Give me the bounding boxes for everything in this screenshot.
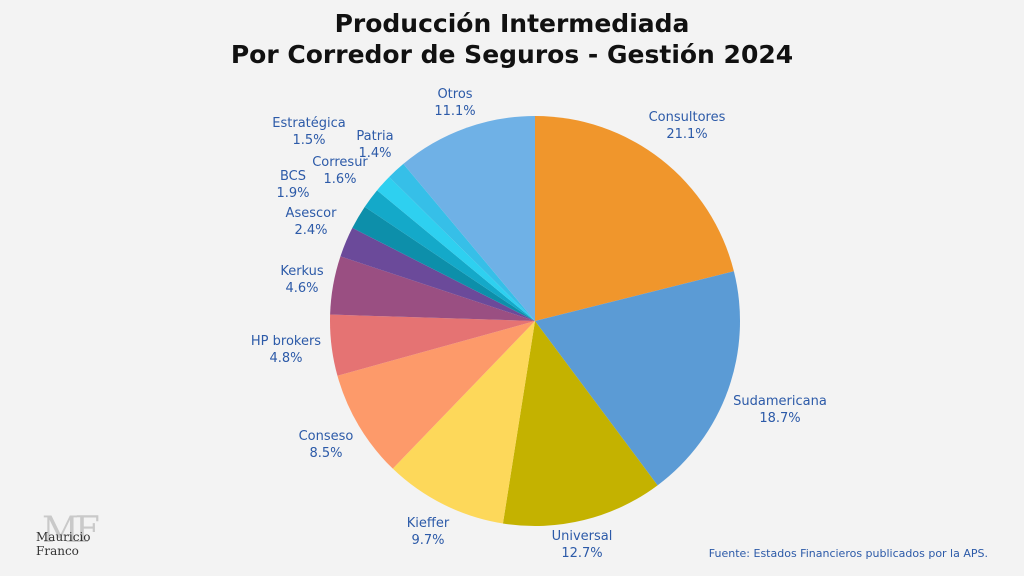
slice-label-percent: 8.5%: [309, 446, 342, 461]
slice-label-percent: 1.6%: [323, 172, 356, 187]
slice-label: BCS 1.9%: [276, 169, 309, 201]
slice-label: Asescor 2.4%: [286, 206, 338, 238]
slice-label-name: Kieffer: [407, 516, 450, 531]
slice-label: Universal 12.7%: [552, 529, 613, 561]
slice-label-name: BCS: [280, 169, 306, 184]
slice-label-percent: 12.7%: [561, 546, 602, 561]
slice-label-name: Patria: [356, 129, 393, 144]
pie-slice-estrat-gica: [389, 163, 535, 321]
slice-label: Patria 1.4%: [356, 129, 393, 161]
slice-label-percent: 2.4%: [294, 223, 327, 238]
source-note: Fuente: Estados Financieros publicados p…: [708, 547, 988, 560]
slice-label-name: Otros: [437, 87, 472, 102]
pie-slice-patria: [377, 176, 535, 321]
pie-slice-universal: [502, 321, 658, 527]
slice-label-percent: 1.4%: [358, 146, 391, 161]
slice-label-name: Consultores: [649, 110, 726, 125]
pie-slice-hp-brokers: [329, 314, 535, 376]
slice-label-percent: 4.6%: [285, 281, 318, 296]
pie-slice-bcs: [352, 206, 535, 321]
slice-label-name: Corresur: [312, 155, 368, 170]
title-line-2: Por Corredor de Seguros - Gestión 2024: [230, 40, 794, 69]
slice-label-percent: 4.8%: [269, 351, 302, 366]
slice-label-percent: 18.7%: [759, 411, 800, 426]
slice-label-name: Asescor: [286, 206, 338, 221]
slice-label-percent: 1.9%: [276, 186, 309, 201]
pie-slice-otros: [403, 116, 535, 321]
pie-slice-corresur: [364, 190, 535, 321]
pie-slice-asescor: [340, 227, 535, 321]
pie-slice-kieffer: [392, 321, 535, 524]
slice-label: HP brokers 4.8%: [251, 334, 321, 366]
slice-label: Kieffer 9.7%: [407, 516, 450, 548]
slice-label: Conseso 8.5%: [299, 429, 354, 461]
watermark-name: Mauricio Franco: [36, 530, 91, 558]
slice-label-name: Sudamericana: [733, 394, 827, 409]
slice-label-percent: 9.7%: [411, 533, 444, 548]
slice-label: Corresur 1.6%: [312, 155, 368, 187]
slice-label-name: Conseso: [299, 429, 354, 444]
slice-label-percent: 21.1%: [666, 127, 707, 142]
slice-label: Kerkus 4.6%: [280, 264, 324, 296]
watermark-monogram: MF: [42, 510, 100, 551]
slice-label-name: Universal: [552, 529, 613, 544]
slice-label-percent: 11.1%: [434, 104, 475, 119]
slice-label-percent: 1.5%: [292, 133, 325, 148]
slice-label: Otros 11.1%: [434, 87, 475, 119]
slice-label: Consultores 21.1%: [649, 110, 726, 142]
pie-slice-conseso: [337, 321, 535, 469]
pie-slice-sudamericana: [535, 271, 741, 486]
title-line-1: Producción Intermediada: [334, 9, 690, 38]
slice-label: Sudamericana 18.7%: [733, 394, 827, 426]
slice-label-name: HP brokers: [251, 334, 321, 349]
slice-label-name: Estratégica: [272, 116, 345, 131]
pie-slice-kerkus: [330, 256, 535, 321]
watermark-logo: MF Mauricio Franco: [34, 510, 134, 558]
pie-slice-consultores: [535, 115, 734, 321]
chart-title: Producción Intermediada Por Corredor de …: [0, 8, 1024, 70]
slice-label: Estratégica 1.5%: [272, 116, 345, 148]
slice-label-name: Kerkus: [280, 264, 324, 279]
